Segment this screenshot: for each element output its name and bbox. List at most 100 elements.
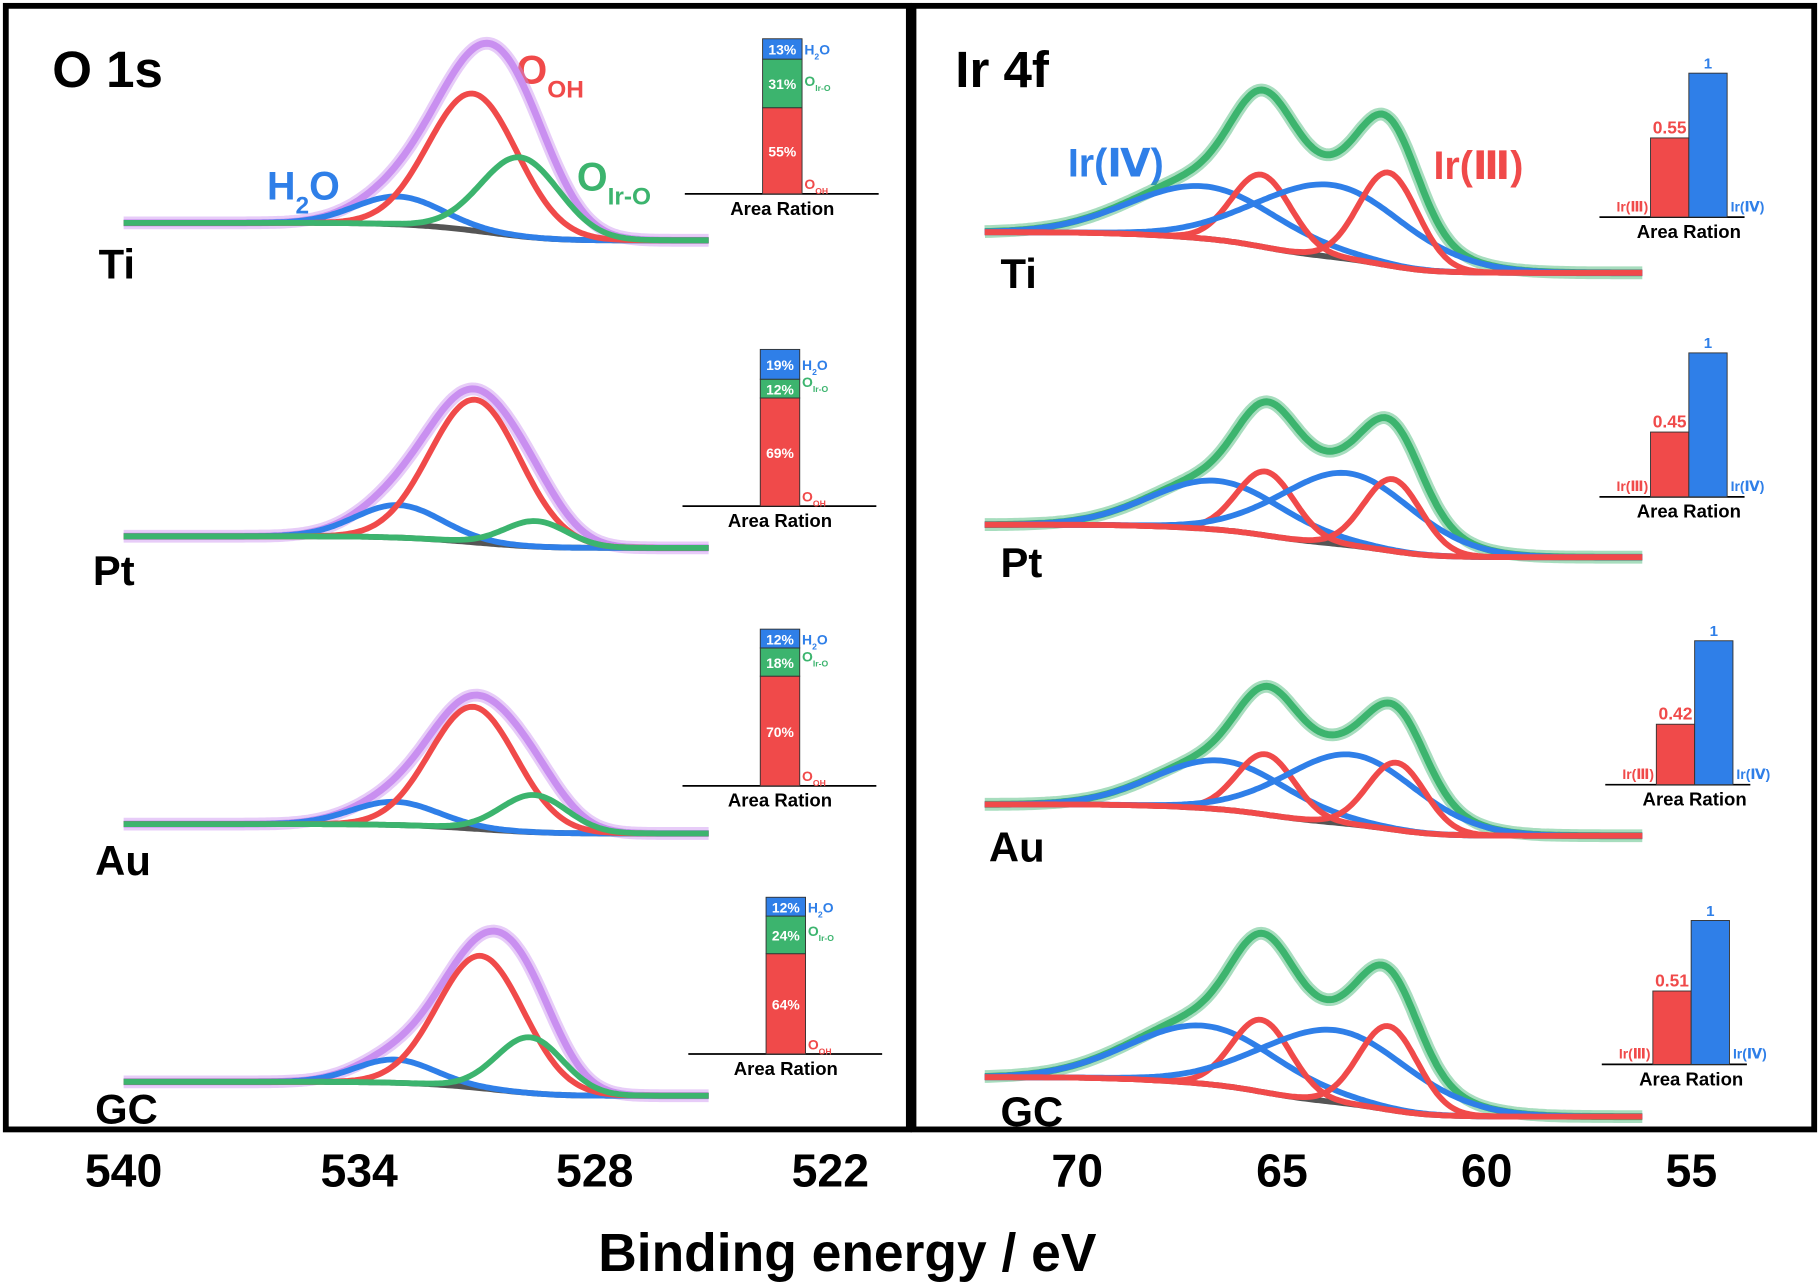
label-part: Ir(Ⅳ) bbox=[1736, 766, 1770, 782]
bar bbox=[1652, 990, 1692, 1065]
label-part: O bbox=[808, 923, 819, 939]
bar-value-label: 0.42 bbox=[1659, 704, 1693, 724]
label-part: OH bbox=[813, 778, 826, 788]
inset-axis-label: Area Ration bbox=[728, 510, 832, 531]
inset-axis-label: Area Ration bbox=[730, 198, 834, 219]
label: H2O bbox=[802, 357, 828, 377]
label: OOH bbox=[802, 488, 826, 508]
label-part: 2 bbox=[814, 52, 819, 62]
label: Ir(Ⅲ) bbox=[1433, 144, 1523, 188]
inset-axis-label: Area Ration bbox=[1637, 221, 1741, 242]
sample-label: Ti bbox=[1001, 250, 1037, 297]
x-tick-label: 70 bbox=[1051, 1144, 1103, 1196]
inset-axis-label: Area Ration bbox=[1643, 789, 1747, 810]
label-part: O bbox=[823, 899, 834, 915]
bar-value-label: 1 bbox=[1706, 903, 1714, 920]
sample-label: GC bbox=[95, 1086, 158, 1133]
bar-value-label: 0.45 bbox=[1653, 411, 1687, 431]
x-tick-label: 534 bbox=[320, 1144, 398, 1196]
fit-component bbox=[123, 703, 709, 837]
envelope-halo bbox=[981, 926, 1646, 1124]
label: OOH bbox=[808, 1036, 832, 1056]
x-tick-label: 528 bbox=[556, 1144, 633, 1196]
label-part: H bbox=[267, 165, 296, 209]
label-part: O bbox=[819, 42, 830, 58]
label-part: Ir-O bbox=[815, 83, 831, 93]
label-part: Ir-O bbox=[608, 183, 651, 210]
label-part: Ir(Ⅲ) bbox=[1619, 1046, 1651, 1062]
label: OOH bbox=[804, 176, 828, 196]
label-part: O bbox=[817, 357, 828, 373]
bar-value-label: 0.55 bbox=[1653, 117, 1687, 137]
segment-label: 18% bbox=[766, 655, 794, 671]
sample-label: Pt bbox=[93, 547, 135, 594]
label-part: O bbox=[802, 488, 813, 504]
label-part: Ir(Ⅲ) bbox=[1433, 144, 1523, 188]
x-tick-label: 540 bbox=[85, 1144, 162, 1196]
fit-component bbox=[123, 1034, 709, 1099]
segment-label: 24% bbox=[772, 928, 800, 944]
sample-label: Au bbox=[95, 837, 151, 884]
label: Ir(Ⅳ) bbox=[1731, 198, 1765, 214]
label-part: O bbox=[802, 768, 813, 784]
segment-label: 12% bbox=[766, 631, 794, 647]
label-part: OH bbox=[819, 1046, 832, 1056]
label-part: OH bbox=[813, 498, 826, 508]
label-part: Ir(Ⅲ) bbox=[1622, 766, 1654, 782]
bar bbox=[1688, 72, 1728, 218]
label: OIr-O bbox=[808, 923, 834, 943]
fit-component bbox=[123, 792, 709, 837]
label-part: O bbox=[802, 374, 813, 390]
panel-frame bbox=[2, 2, 912, 1133]
segment-label: 19% bbox=[766, 357, 794, 373]
label-part: 2 bbox=[818, 909, 823, 919]
label-part: Ir(Ⅲ) bbox=[1617, 198, 1649, 214]
stack-segment bbox=[762, 38, 803, 60]
envelope bbox=[122, 385, 710, 552]
panel-title: Ir 4f bbox=[955, 41, 1050, 98]
segment-label: 70% bbox=[766, 724, 794, 740]
label-part: O bbox=[309, 165, 340, 209]
envelope-halo bbox=[119, 924, 713, 1103]
bar-value-label: 1 bbox=[1704, 56, 1712, 73]
fit-component bbox=[984, 169, 1643, 276]
fit-component bbox=[984, 181, 1643, 276]
label: OIr-O bbox=[802, 374, 828, 394]
inset-axis-label: Area Ration bbox=[1639, 1068, 1743, 1089]
label-part: Ir-O bbox=[819, 933, 835, 943]
label-part: O bbox=[577, 155, 608, 199]
label: Ir(Ⅳ) bbox=[1733, 1046, 1767, 1062]
label-part: Ir-O bbox=[813, 659, 829, 669]
inset-axis-label: Area Ration bbox=[728, 790, 832, 811]
label-part: Ir-O bbox=[813, 384, 829, 394]
label: H2O bbox=[804, 42, 830, 62]
label: Ir(Ⅳ) bbox=[1736, 766, 1770, 782]
stack-segment bbox=[765, 896, 806, 917]
label: OIr-O bbox=[802, 649, 828, 669]
label-part: H bbox=[802, 357, 812, 373]
fit-component bbox=[984, 1022, 1643, 1120]
bar bbox=[1655, 723, 1696, 786]
stack-segment bbox=[759, 675, 801, 787]
fit-component bbox=[984, 476, 1643, 561]
stack-segment bbox=[759, 628, 801, 649]
stack-segment bbox=[762, 107, 803, 195]
segment-label: 12% bbox=[772, 899, 800, 915]
sample-label: Pt bbox=[1001, 539, 1043, 586]
label: Ir(Ⅳ) bbox=[1731, 478, 1765, 494]
panel-title: O 1s bbox=[52, 41, 163, 98]
envelope-halo bbox=[119, 382, 713, 555]
label: Ir(Ⅲ) bbox=[1619, 1046, 1651, 1062]
x-axis-title: Binding energy / eV bbox=[598, 1224, 1097, 1283]
stack-segment bbox=[762, 58, 803, 109]
bar bbox=[1690, 920, 1730, 1065]
segment-label: 55% bbox=[768, 144, 796, 160]
label-part: Ir(Ⅳ) bbox=[1731, 478, 1765, 494]
stack-segment bbox=[759, 397, 801, 507]
bar bbox=[1694, 640, 1734, 786]
fit-component bbox=[984, 759, 1643, 839]
segment-label: 13% bbox=[768, 42, 796, 58]
sample-label: Ti bbox=[99, 241, 135, 288]
x-tick-label: 522 bbox=[792, 1144, 869, 1196]
